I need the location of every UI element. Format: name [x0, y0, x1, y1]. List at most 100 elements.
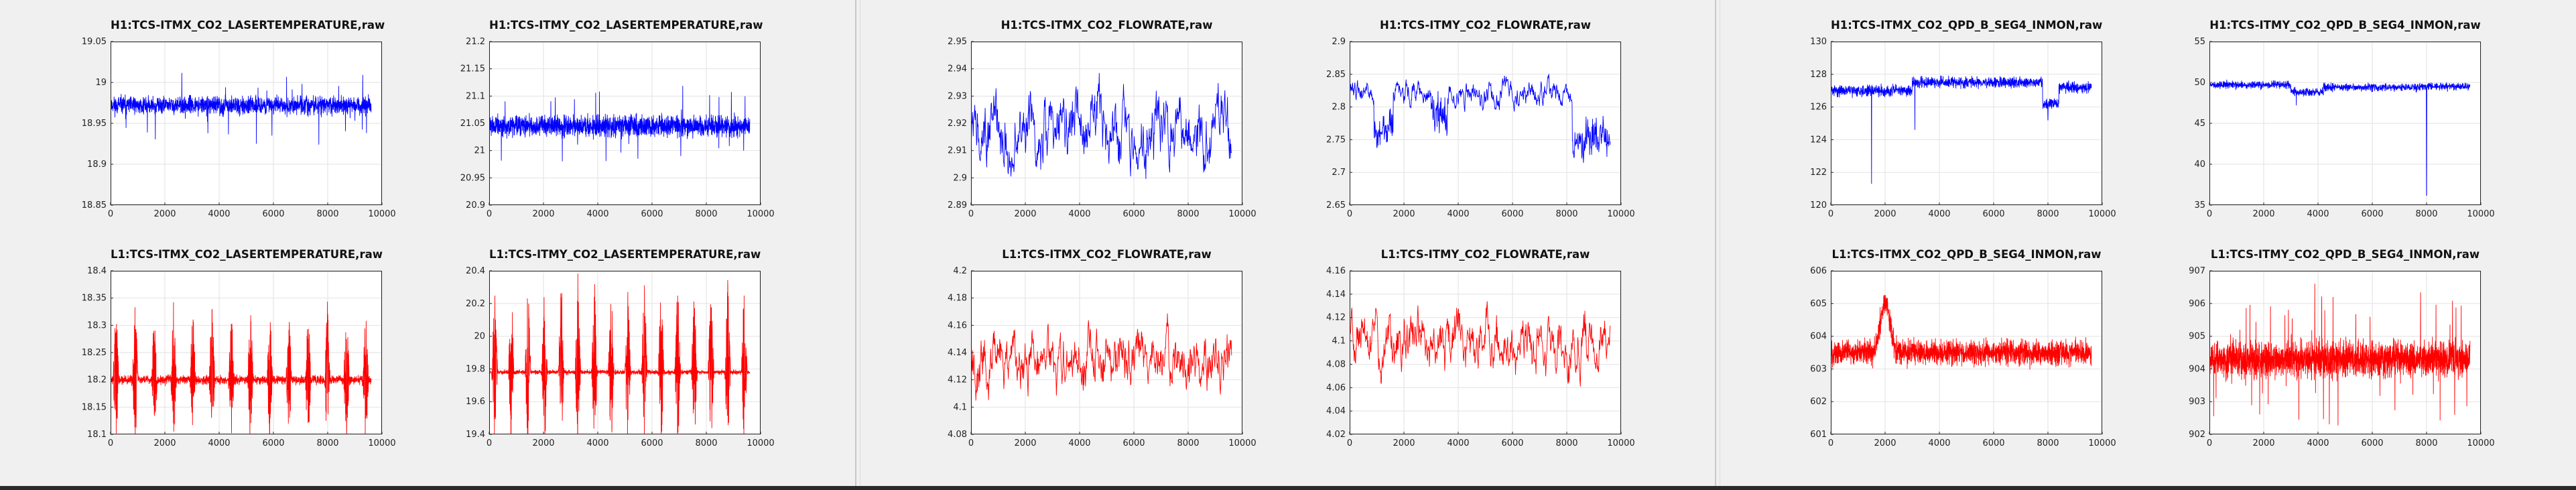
y-tick-label: 18.35	[82, 294, 107, 304]
y-tick-label: 120	[1810, 200, 1827, 210]
x-tick-label: 2000	[2252, 438, 2274, 448]
figure-window-1: H1:TCS-ITMX_CO2_LASERTEMPERATURE,raw 0 200…	[0, 0, 856, 490]
x-tick-label: 2000	[1393, 209, 1415, 219]
series-line	[1350, 73, 1611, 164]
taskbar	[0, 486, 2576, 490]
x-tick-label: 2000	[532, 438, 554, 448]
x-tick-label: 6000	[641, 209, 663, 219]
chart-title: L1:TCS-ITMX_CO2_QPD_B_SEG4_INMON,raw	[1831, 248, 2102, 261]
plot-area: 0 2000 4000 6000 8000 10000 35 40 45 50 55	[2194, 37, 2494, 219]
y-tick-label: 18.85	[82, 200, 107, 210]
chart-title: H1:TCS-ITMY_CO2_QPD_B_SEG4_INMON,raw	[2209, 19, 2481, 32]
x-tick-label: 4000	[2307, 209, 2329, 219]
plot-background	[1831, 42, 2102, 205]
x-tick-label: 0	[2207, 209, 2212, 219]
x-tick-label: 2000	[1014, 438, 1036, 448]
chart-title: L1:TCS-ITMX_CO2_FLOWRATE,raw	[1002, 248, 1212, 261]
x-tick-label: 2000	[2252, 209, 2274, 219]
x-tick-label: 4000	[208, 209, 230, 219]
x-tick-label: 0	[108, 209, 113, 219]
series-line	[971, 72, 1232, 180]
y-tick-label: 18.9	[87, 160, 107, 170]
chart-panel: L1:TCS-ITMY_CO2_FLOWRATE,raw 0 2000 4000 600…	[1326, 248, 1635, 448]
x-tick-label: 4000	[1068, 438, 1090, 448]
y-tick-label: 603	[1810, 364, 1827, 374]
y-tick-label: 4.14	[1326, 290, 1346, 300]
chart-panel: L1:TCS-ITMY_CO2_QPD_B_SEG4_INMON,raw 0 200…	[2189, 248, 2495, 448]
x-tick-label: 0	[1347, 438, 1352, 448]
x-tick-label: 8000	[2037, 438, 2059, 448]
x-tick-label: 4000	[1928, 209, 1950, 219]
x-tick-label: 6000	[2361, 438, 2383, 448]
y-tick-label: 4.12	[948, 375, 967, 385]
x-tick-label: 6000	[1982, 209, 2004, 219]
x-tick-label: 10000	[747, 209, 774, 219]
y-tick-label: 601	[1810, 430, 1827, 440]
x-tick-label: 0	[968, 209, 974, 219]
x-tick-label: 0	[1347, 209, 1352, 219]
x-tick-label: 10000	[368, 438, 395, 448]
series-line	[2209, 79, 2471, 196]
x-tick-label: 10000	[2088, 209, 2116, 219]
x-tick-label: 2000	[1874, 209, 1896, 219]
y-tick-label: 4.02	[1326, 430, 1346, 440]
y-tick-label: 906	[2189, 299, 2205, 309]
x-tick-label: 8000	[1177, 209, 1199, 219]
y-tick-label: 4.12	[1326, 313, 1346, 323]
y-tick-label: 2.95	[948, 37, 967, 47]
series-line	[111, 301, 372, 434]
y-tick-label: 907	[2189, 266, 2205, 276]
y-tick-label: 21	[474, 146, 485, 156]
chart-panel: L1:TCS-ITMY_CO2_LASERTEMPERATURE,raw 0 200…	[466, 248, 775, 448]
y-tick-label: 18.25	[82, 348, 107, 358]
x-tick-label: 8000	[1555, 438, 1577, 448]
y-tick-label: 2.8	[1332, 103, 1346, 113]
x-tick-label: 4000	[208, 438, 230, 448]
chart-title: L1:TCS-ITMX_CO2_LASERTEMPERATURE,raw	[111, 248, 383, 261]
x-tick-label: 8000	[316, 209, 338, 219]
y-tick-label: 130	[1810, 37, 1827, 47]
y-tick-label: 35	[2194, 200, 2205, 210]
chart-panel: H1:TCS-ITMY_CO2_FLOWRATE,raw 0 2000 4000 600…	[1326, 19, 1635, 219]
x-tick-label: 6000	[1122, 209, 1145, 219]
x-tick-label: 4000	[1447, 209, 1469, 219]
x-tick-label: 8000	[1555, 209, 1577, 219]
chart-panel: L1:TCS-ITMX_CO2_FLOWRATE,raw 0 2000 4000 600…	[948, 248, 1257, 448]
plot-area: 0 2000 4000 6000 8000 10000 120 122 124 126 128 130	[1810, 37, 2116, 219]
y-tick-label: 20.2	[466, 299, 485, 309]
x-tick-label: 10000	[1228, 438, 1256, 448]
x-tick-label: 0	[2207, 438, 2212, 448]
y-tick-label: 20.9	[466, 200, 485, 210]
y-tick-label: 18.95	[82, 119, 107, 129]
x-tick-label: 6000	[1501, 209, 1523, 219]
x-tick-label: 6000	[2361, 209, 2383, 219]
chart-panel: H1:TCS-ITMX_CO2_FLOWRATE,raw 0 2000 4000 600…	[948, 19, 1257, 219]
plot-area: 0 2000 4000 6000 8000 10000 601 602 603 604 605 606	[1810, 266, 2116, 448]
axes-frame	[1831, 42, 2102, 205]
figure-window-2: H1:TCS-ITMX_CO2_FLOWRATE,raw 0 2000 4000 600…	[860, 0, 1716, 490]
x-tick-label: 10000	[1607, 438, 1634, 448]
chart-title: H1:TCS-ITMX_CO2_LASERTEMPERATURE,raw	[111, 19, 385, 32]
x-tick-label: 4000	[1068, 209, 1090, 219]
series-line	[1831, 75, 2092, 184]
y-tick-label: 4.1	[953, 402, 967, 412]
x-tick-label: 8000	[2037, 209, 2059, 219]
chart-panel: H1:TCS-ITMX_CO2_LASERTEMPERATURE,raw 0 200…	[82, 19, 396, 219]
series-line	[489, 273, 751, 434]
plot-background	[489, 271, 761, 434]
y-tick-label: 128	[1810, 70, 1827, 80]
axes-frame	[489, 271, 761, 434]
plot-background	[1350, 271, 1621, 434]
y-tick-label: 45	[2194, 119, 2205, 129]
x-tick-label: 8000	[695, 209, 717, 219]
x-tick-label: 10000	[2088, 438, 2116, 448]
x-tick-label: 4000	[2307, 438, 2329, 448]
x-tick-label: 8000	[2415, 438, 2437, 448]
x-tick-label: 4000	[586, 209, 608, 219]
y-tick-label: 4.16	[1326, 266, 1346, 276]
y-tick-label: 905	[2189, 332, 2205, 342]
y-tick-label: 124	[1810, 135, 1827, 145]
chart-title: H1:TCS-ITMY_CO2_LASERTEMPERATURE,raw	[489, 19, 763, 32]
x-tick-label: 0	[487, 209, 492, 219]
y-tick-label: 4.14	[948, 348, 967, 358]
